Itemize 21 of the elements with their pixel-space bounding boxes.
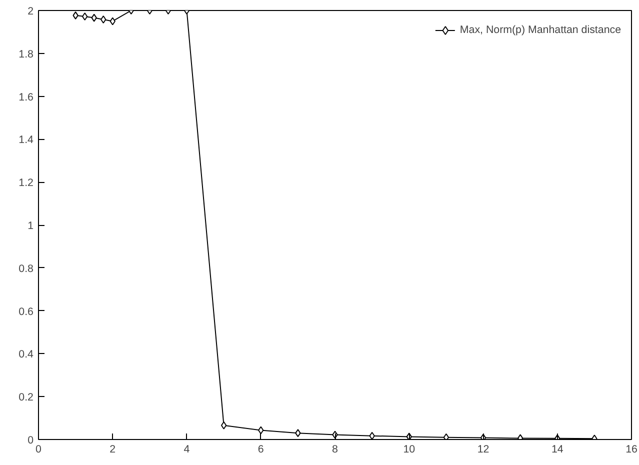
y-tick-label: 1.6 bbox=[18, 91, 34, 104]
x-tick-label: 16 bbox=[626, 444, 638, 456]
y-tick-label: 1 bbox=[28, 220, 34, 232]
y-tick-label: 0.6 bbox=[18, 306, 34, 318]
x-tick-label: 2 bbox=[110, 444, 116, 456]
y-tick-label: 0.8 bbox=[18, 262, 34, 275]
x-tick-label: 0 bbox=[36, 444, 42, 456]
y-tick-label: 1.2 bbox=[18, 177, 34, 190]
x-tick-label: 12 bbox=[477, 444, 490, 456]
y-tick-label: 2 bbox=[28, 6, 34, 18]
x-tick-label: 14 bbox=[551, 444, 564, 456]
y-tick-label: 0 bbox=[28, 434, 34, 446]
x-tick-label: 6 bbox=[258, 444, 264, 456]
x-tick-label: 10 bbox=[403, 444, 416, 456]
legend-label: Max, Norm(p) Manhattan distance bbox=[460, 24, 621, 36]
x-tick-label: 8 bbox=[332, 444, 338, 456]
y-tick-label: 0.2 bbox=[18, 392, 34, 404]
y-tick-label: 1.4 bbox=[18, 134, 34, 146]
y-tick-label: 0.4 bbox=[18, 348, 34, 361]
x-tick-label: 4 bbox=[184, 444, 190, 456]
y-tick-label: 1.8 bbox=[18, 48, 34, 60]
